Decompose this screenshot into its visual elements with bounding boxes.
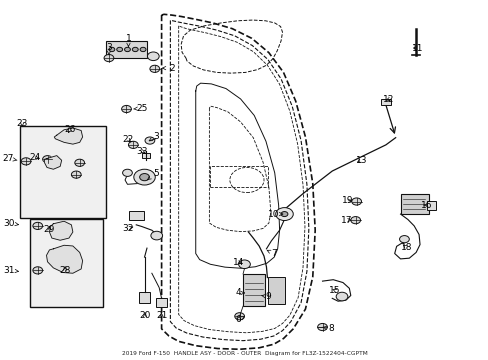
Polygon shape xyxy=(49,221,73,240)
Circle shape xyxy=(234,313,244,320)
Text: 17: 17 xyxy=(341,216,352,225)
Text: 32: 32 xyxy=(122,224,134,233)
Text: 24: 24 xyxy=(29,153,41,162)
Text: 3: 3 xyxy=(149,132,158,141)
Circle shape xyxy=(275,208,293,221)
Text: 4: 4 xyxy=(235,288,244,297)
Bar xyxy=(105,41,147,58)
Circle shape xyxy=(71,171,81,178)
Circle shape xyxy=(122,169,132,176)
Circle shape xyxy=(21,158,31,165)
Circle shape xyxy=(150,65,159,72)
Text: 13: 13 xyxy=(355,156,366,165)
Circle shape xyxy=(132,47,138,51)
Text: 27: 27 xyxy=(3,154,17,163)
Bar xyxy=(30,220,103,307)
Polygon shape xyxy=(46,245,82,273)
Bar xyxy=(139,292,150,303)
Polygon shape xyxy=(44,156,61,169)
Text: 26: 26 xyxy=(64,125,76,134)
Text: 10: 10 xyxy=(267,210,282,219)
Text: 25: 25 xyxy=(133,104,147,113)
Text: 30: 30 xyxy=(4,219,19,228)
Circle shape xyxy=(33,267,42,274)
Circle shape xyxy=(33,222,42,229)
Bar xyxy=(210,166,267,187)
Circle shape xyxy=(350,217,360,224)
Circle shape xyxy=(351,198,361,205)
Circle shape xyxy=(399,235,408,243)
Circle shape xyxy=(104,54,114,62)
Circle shape xyxy=(75,159,84,166)
Circle shape xyxy=(140,174,149,181)
Circle shape xyxy=(128,141,138,148)
Text: 15: 15 xyxy=(329,286,340,295)
Circle shape xyxy=(42,156,52,163)
Bar xyxy=(243,274,264,306)
Text: 1: 1 xyxy=(125,34,131,46)
Text: 29: 29 xyxy=(44,225,55,234)
Polygon shape xyxy=(54,128,82,144)
Text: 7: 7 xyxy=(266,249,276,258)
Circle shape xyxy=(147,52,159,60)
Bar xyxy=(20,126,105,218)
Bar xyxy=(156,298,166,307)
Text: 12: 12 xyxy=(383,95,394,104)
Text: 2019 Ford F-150  HANDLE ASY - DOOR - OUTER  Diagram for FL3Z-1522404-CGPTM: 2019 Ford F-150 HANDLE ASY - DOOR - OUTE… xyxy=(122,351,366,356)
Circle shape xyxy=(140,47,146,51)
Circle shape xyxy=(134,169,155,185)
Text: 21: 21 xyxy=(156,311,167,320)
Circle shape xyxy=(122,105,131,113)
Text: 3: 3 xyxy=(106,43,112,55)
Text: 2: 2 xyxy=(162,64,175,73)
Circle shape xyxy=(109,47,115,51)
Circle shape xyxy=(281,212,287,217)
Text: 33: 33 xyxy=(136,147,147,156)
Text: 20: 20 xyxy=(139,311,150,320)
Text: 31: 31 xyxy=(4,266,19,275)
Text: 23: 23 xyxy=(17,119,28,128)
Bar xyxy=(142,153,150,158)
Text: 22: 22 xyxy=(122,135,134,144)
Circle shape xyxy=(117,47,122,51)
Bar xyxy=(129,211,143,220)
Text: 19: 19 xyxy=(342,196,353,205)
Text: 5: 5 xyxy=(147,169,158,180)
Text: 9: 9 xyxy=(261,292,270,301)
Text: 16: 16 xyxy=(420,201,432,210)
Bar xyxy=(267,277,285,304)
Circle shape xyxy=(151,231,162,240)
Bar xyxy=(427,201,435,210)
Circle shape xyxy=(335,292,347,301)
Text: 8: 8 xyxy=(322,324,333,333)
Text: 11: 11 xyxy=(411,44,423,53)
Bar xyxy=(400,194,428,214)
Circle shape xyxy=(145,137,155,144)
Circle shape xyxy=(238,260,250,269)
Text: 18: 18 xyxy=(400,243,411,252)
Text: 6: 6 xyxy=(235,315,244,324)
Text: 28: 28 xyxy=(59,266,71,275)
Text: 14: 14 xyxy=(232,258,244,267)
Circle shape xyxy=(317,323,327,330)
Bar xyxy=(380,99,390,105)
Circle shape xyxy=(124,47,130,51)
